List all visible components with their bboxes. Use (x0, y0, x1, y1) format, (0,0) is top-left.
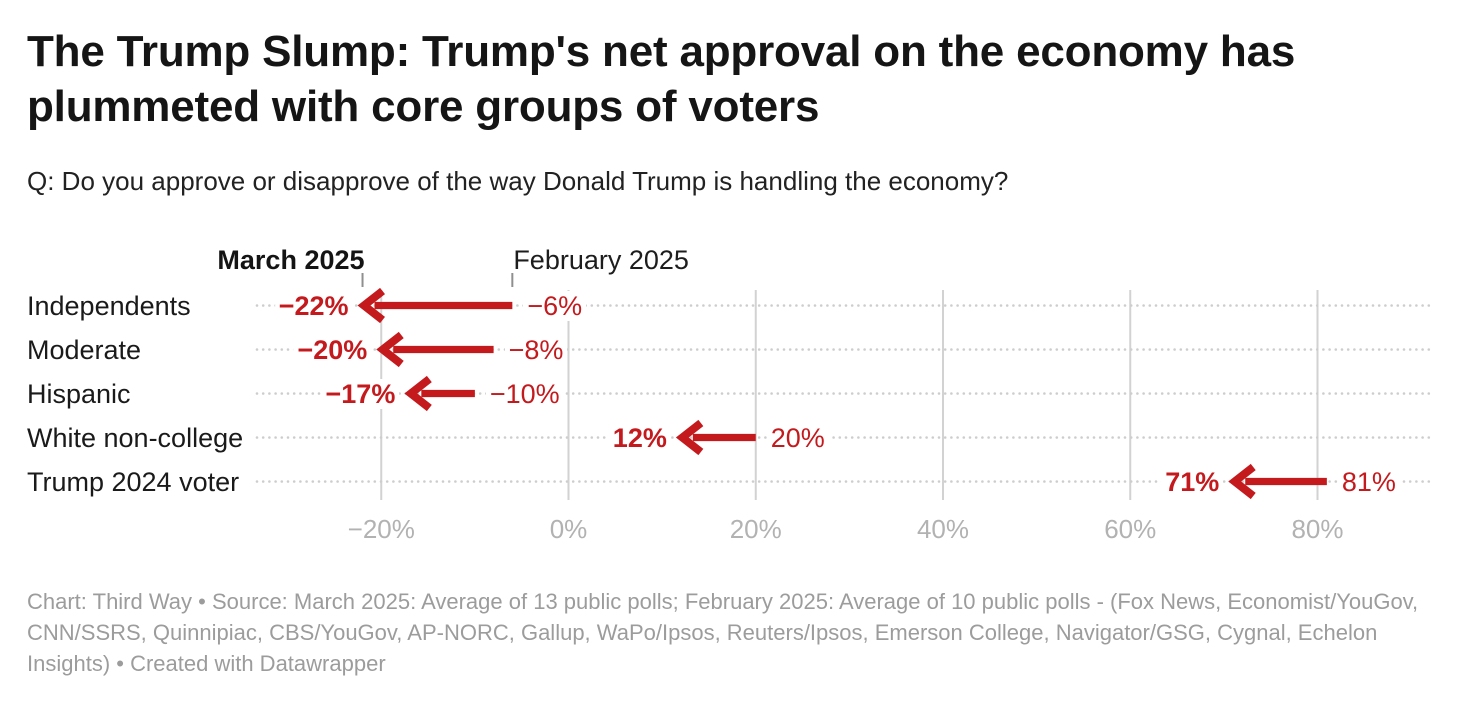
arrow-head (675, 419, 704, 456)
axis-tick-label: 20% (729, 514, 782, 544)
column-header-feb: February 2025 (513, 245, 689, 275)
feb-value-label: −10% (485, 378, 564, 409)
march-value-label: −17% (321, 378, 400, 409)
arrow-head (1228, 463, 1256, 500)
chart-subtitle: Q: Do you approve or disapprove of the w… (27, 166, 1009, 196)
row-label: Moderate (27, 334, 142, 365)
feb-value-label: 81% (1337, 466, 1400, 497)
arrow-head (376, 331, 404, 368)
axis-tick-label: 60% (1104, 514, 1157, 544)
column-header-march: March 2025 (217, 245, 365, 275)
arrow-head (357, 287, 385, 324)
feb-value-label: 20% (766, 422, 829, 453)
row-label: Trump 2024 voter (27, 466, 240, 497)
axis-tick-label: 40% (916, 514, 970, 544)
row-label: Independents (27, 290, 191, 321)
march-value-label: −20% (293, 334, 372, 365)
row-label: White non-college (27, 422, 244, 453)
feb-value-label: −8% (504, 334, 568, 365)
march-value-label: 71% (1161, 466, 1224, 497)
axis-tick-label: 80% (1291, 514, 1344, 544)
march-value-label: −22% (274, 290, 353, 321)
arrow-head (404, 375, 432, 412)
feb-value-label: −6% (523, 290, 587, 321)
footer-credit: Chart: Third Way • Source: March 2025: A… (27, 589, 1419, 676)
row-label: Hispanic (27, 378, 131, 409)
axis-tick-label: −20% (347, 514, 415, 544)
march-value-label: 12% (608, 422, 671, 453)
chart-title: The Trump Slump: Trump's net approval on… (27, 27, 1296, 131)
axis-tick-label: 0% (549, 514, 588, 544)
